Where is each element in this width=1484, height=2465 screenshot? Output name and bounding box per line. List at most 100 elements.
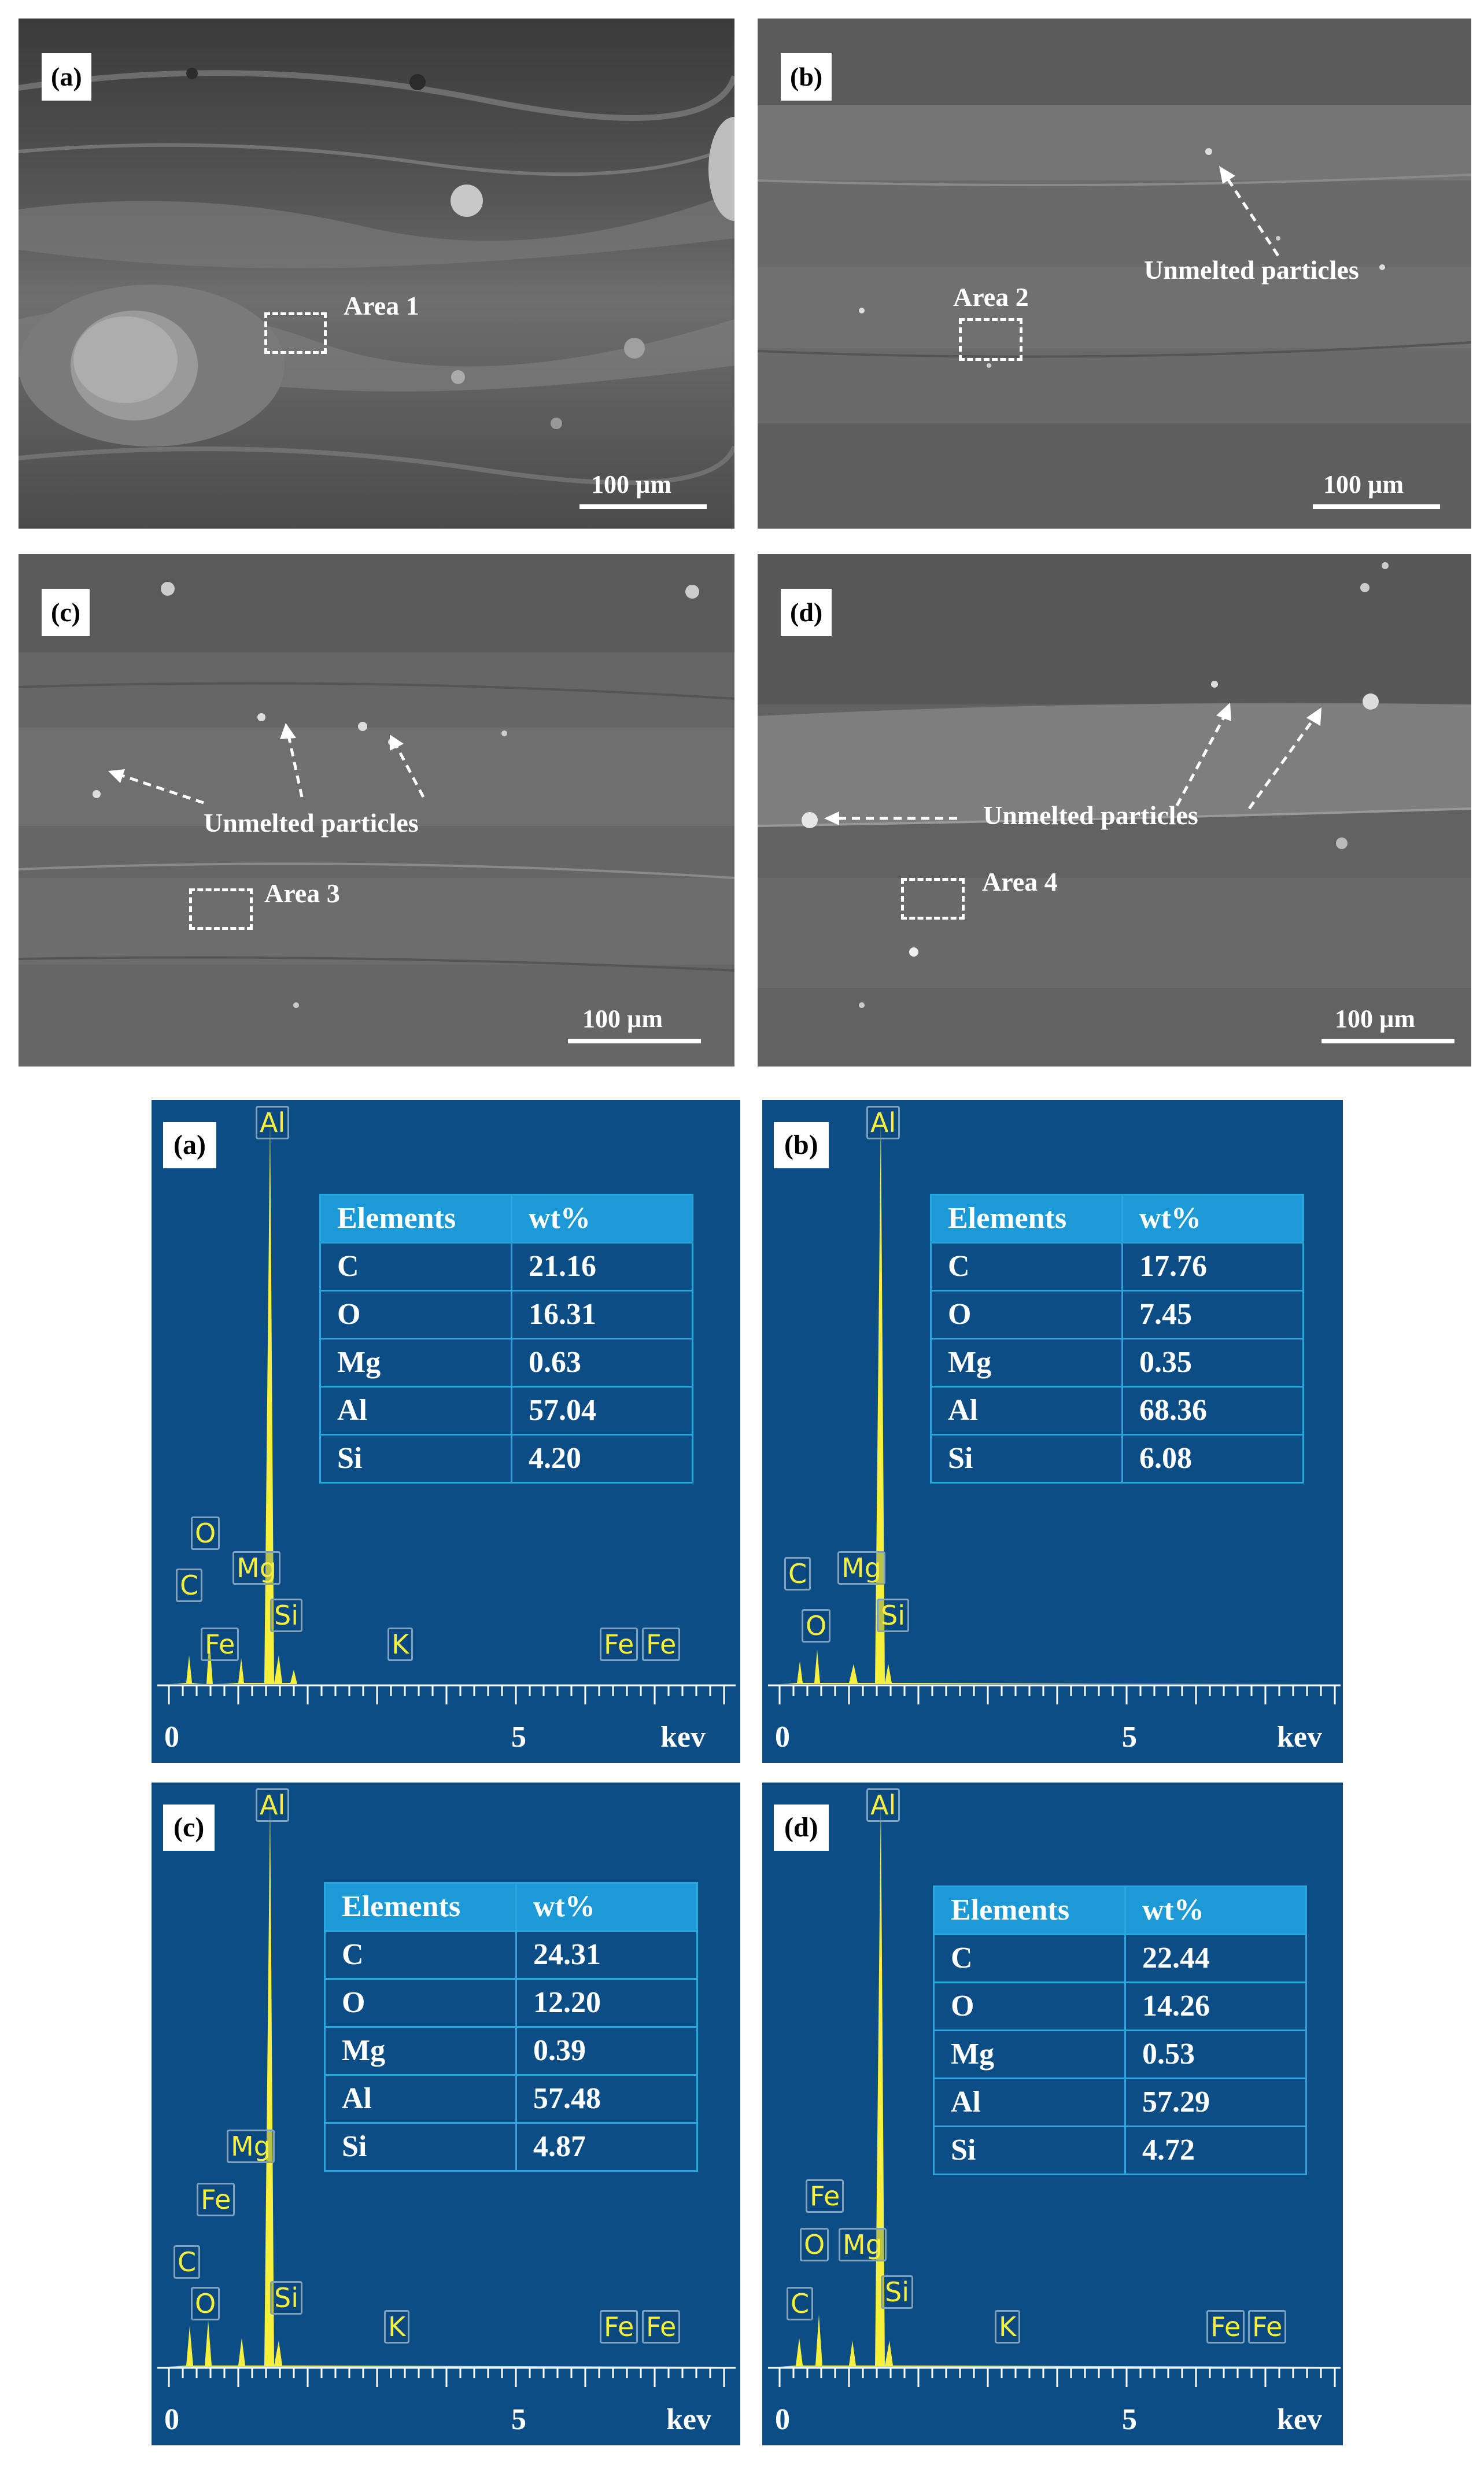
table-header-wt: wt%: [511, 1194, 693, 1243]
axis-tick-0: 0: [775, 2403, 790, 2436]
table-header-elements: Elements: [319, 1194, 512, 1243]
table-row: Mg 0.63: [319, 1338, 693, 1388]
table-header-wt: wt%: [1121, 1194, 1304, 1243]
peak-label: Si: [270, 1599, 302, 1633]
annotation-arrows: [108, 723, 425, 805]
peak-label: O: [800, 2228, 829, 2262]
peak-label: Al: [866, 1788, 900, 1822]
table-row: Si 4.72: [933, 2125, 1307, 2175]
table-row: C 17.76: [930, 1242, 1304, 1291]
composition-table: Elements wt% C 21.16 O 16.31 Mg 0.63 Al 57.04…: [319, 1194, 693, 1484]
table-row: O 16.31: [319, 1290, 693, 1339]
peak-label: Fe: [642, 1628, 681, 1662]
axis-tick-5: 5: [1122, 1721, 1137, 1754]
area-label: Area 2: [953, 282, 1029, 312]
area-selection-box: [189, 888, 253, 930]
peak-label: Al: [256, 1788, 290, 1822]
scale-bar: [568, 1039, 701, 1043]
eds-panel-label: (b): [774, 1122, 829, 1168]
composition-table: Elements wt% C 17.76 O 7.45 Mg 0.35 Al 68.36 …: [930, 1194, 1304, 1484]
sem-image-b: [758, 19, 1471, 529]
peak-label: Al: [256, 1106, 290, 1140]
eds-panel-label: (a): [163, 1122, 216, 1168]
table-row: O 14.26: [933, 1981, 1307, 2031]
eds-spectrum-b: [768, 1117, 1341, 1704]
axis-tick-5: 5: [1122, 2403, 1137, 2436]
axis-unit: kev: [666, 2403, 711, 2436]
peak-label: Fe: [600, 2310, 638, 2344]
axis-unit: kev: [660, 1721, 706, 1754]
sem-panel-label: (b): [781, 53, 832, 101]
peak-label: Fe: [1248, 2310, 1287, 2344]
sem-panel-c: (c) Unmelted particles Area 3 100 µm: [19, 554, 734, 1067]
peak-label: K: [384, 2310, 410, 2344]
table-row: O 7.45: [930, 1290, 1304, 1339]
sem-panel-label: (d): [781, 589, 832, 636]
table-row: C 21.16: [319, 1242, 693, 1291]
eds-panel-d: (d) Elements wt% C 22.44 O 14.26 Mg 0.53 Al 5…: [762, 1783, 1343, 2445]
sem-image-c: [19, 554, 734, 1067]
axis-tick-0: 0: [775, 1721, 790, 1754]
area-selection-box: [264, 312, 327, 354]
table-header-elements: Elements: [324, 1882, 517, 1932]
table-row: O 12.20: [324, 1978, 698, 2028]
peak-label: C: [787, 2287, 814, 2321]
area-label: Area 3: [264, 879, 340, 908]
annotation-arrow: [1219, 166, 1280, 257]
table-row: Al 68.36: [930, 1386, 1304, 1436]
table-row: Al 57.04: [319, 1386, 693, 1436]
composition-table: Elements wt% C 22.44 O 14.26 Mg 0.53 Al 57.29…: [933, 1885, 1307, 2175]
axis-unit: kev: [1277, 1721, 1322, 1754]
axis-tick-0: 0: [164, 1721, 179, 1754]
peak-label: Si: [270, 2281, 302, 2315]
sem-image-a: [19, 19, 734, 529]
sem-image-d: [758, 554, 1471, 1067]
peak-label: Mg: [837, 1551, 885, 1585]
area-label: Area 1: [344, 291, 419, 320]
eds-panel-c: (c) Elements wt% C 24.31 O 12.20 Mg 0.39 Al 5…: [152, 1783, 740, 2445]
composition-table: Elements wt% C 24.31 O 12.20 Mg 0.39 Al 57.48…: [324, 1882, 698, 2172]
scale-bar-label: 100 µm: [1323, 470, 1404, 499]
annotation-unmelted-particles: Unmelted particles: [983, 800, 1198, 830]
table-header-elements: Elements: [930, 1194, 1123, 1243]
scale-bar: [1313, 504, 1440, 509]
area-selection-box: [959, 318, 1022, 361]
peak-label: Fe: [1206, 2310, 1245, 2344]
peak-label: Fe: [806, 2179, 844, 2213]
table-header-wt: wt%: [1124, 1885, 1307, 1935]
annotation-unmelted-particles: Unmelted particles: [1144, 255, 1359, 285]
peak-label: C: [784, 1557, 811, 1591]
eds-spectrum-a: [157, 1117, 736, 1704]
peak-label: Mg: [232, 1551, 280, 1585]
eds-panel-label: (c): [163, 1805, 215, 1851]
annotation-unmelted-particles: Unmelted particles: [204, 808, 419, 837]
peak-label: Mg: [839, 2228, 887, 2262]
table-row: Mg 0.39: [324, 2026, 698, 2076]
axis-tick-5: 5: [511, 2403, 526, 2436]
peak-label: C: [176, 1569, 203, 1603]
table-row: Al 57.48: [324, 2074, 698, 2124]
sem-panel-label: (a): [42, 53, 91, 101]
peak-label: Fe: [600, 1628, 638, 1662]
table-row: Si 4.87: [324, 2122, 698, 2172]
peak-label: Mg: [227, 2130, 275, 2164]
axis-tick-0: 0: [164, 2403, 179, 2436]
table-row: Si 6.08: [930, 1434, 1304, 1484]
axis-unit: kev: [1277, 2403, 1322, 2436]
table-header-wt: wt%: [515, 1882, 698, 1932]
scale-bar-label: 100 µm: [591, 470, 672, 499]
peak-label: O: [802, 1609, 831, 1643]
table-row: C 22.44: [933, 1933, 1307, 1983]
eds-panel-a: (a) Elements wt% C 21.16 O 16.31 Mg 0.63 Al 5…: [152, 1100, 740, 1763]
area-label: Area 4: [982, 867, 1058, 896]
sem-panel-b: (b) Area 2 Unmelted particles 100 µm: [758, 19, 1471, 529]
peak-label: C: [173, 2245, 201, 2279]
peak-label: Fe: [642, 2310, 681, 2344]
table-row: C 24.31: [324, 1930, 698, 1980]
peak-label: K: [387, 1628, 414, 1662]
sem-panel-a: (a) Area 1 100 µm: [19, 19, 734, 529]
sem-panel-label: (c): [42, 589, 90, 636]
peak-label: Al: [866, 1106, 900, 1140]
table-row: Al 57.29: [933, 2077, 1307, 2127]
peak-label: Fe: [201, 1628, 239, 1662]
